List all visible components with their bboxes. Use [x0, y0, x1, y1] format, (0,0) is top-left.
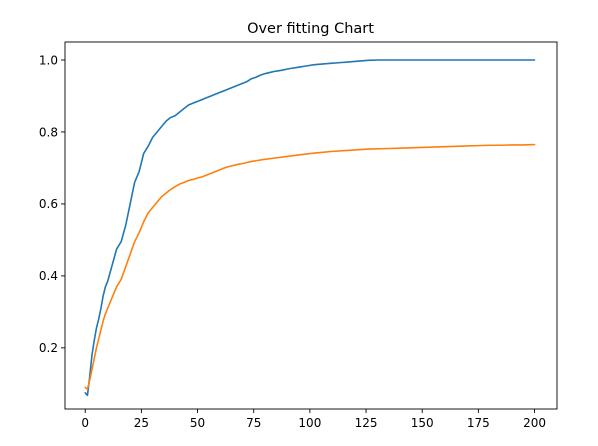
- x-tick-label: 125: [355, 416, 378, 430]
- y-tick-label: 0.4: [39, 269, 58, 283]
- x-tick-label: 25: [134, 416, 149, 430]
- y-tick-label: 0.2: [39, 341, 58, 355]
- y-tick-label: 1.0: [39, 53, 58, 67]
- axes: 0 25 50 75 100 125 150 175 200 0.2 0.4 0.6 0.8 1.0: [39, 41, 558, 430]
- axes-frame: [64, 41, 558, 410]
- y-tick-label: 0.8: [39, 125, 58, 139]
- x-tick-label: 75: [246, 416, 261, 430]
- x-tick-label: 175: [467, 416, 490, 430]
- x-tick-label: 150: [411, 416, 434, 430]
- y-tick-label: 0.6: [39, 197, 58, 211]
- series-line-2: [84, 143, 536, 391]
- x-tick-label: 50: [190, 416, 205, 430]
- series-layer: [84, 59, 536, 397]
- chart-title: Over fitting Chart: [247, 21, 374, 37]
- x-tick-label: 0: [81, 416, 89, 430]
- x-tick-label: 100: [298, 416, 321, 430]
- series-line-1: [84, 59, 536, 397]
- x-tick-label: 200: [523, 416, 546, 430]
